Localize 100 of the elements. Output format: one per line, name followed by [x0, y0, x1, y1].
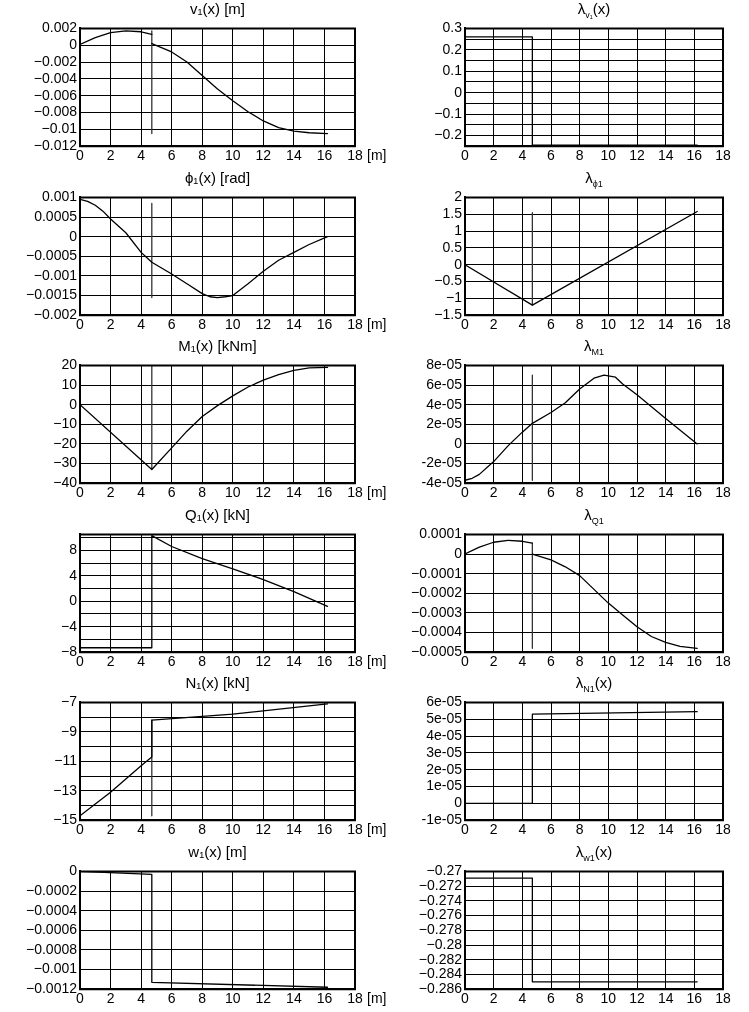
y-tick-label: −20 [53, 434, 78, 451]
x-tick-label: 4 [518, 989, 527, 1006]
y-tick-label: −0.272 [418, 876, 463, 893]
x-tick-label: 14 [657, 147, 674, 164]
y-tick-label: 4e-05 [426, 726, 463, 743]
chart-title: ϕ₁(x) [rad] [183, 168, 252, 186]
x-tick-label: 10 [224, 315, 241, 332]
x-tick-label: 12 [255, 484, 272, 501]
x-tick-label: 10 [600, 315, 617, 332]
y-tick-label: −0.002 [33, 52, 78, 69]
x-tick-label: 18 [347, 315, 363, 332]
x-tick-label: 16 [316, 315, 333, 332]
x-tick-label: 10 [600, 147, 617, 164]
chart-title: v₁(x) [m] [188, 0, 247, 17]
x-tick-label: 14 [286, 652, 302, 669]
x-tick-label: 8 [575, 484, 584, 501]
x-tick-label: 2 [106, 484, 115, 501]
x-tick-label: 8 [575, 989, 584, 1006]
x-tick-label: 14 [286, 484, 302, 501]
x-tick-label: 4 [518, 147, 527, 164]
y-tick-label: −0.0006 [26, 920, 78, 937]
x-tick-label: 12 [255, 821, 272, 838]
y-tick-label: −10 [53, 415, 78, 432]
x-tick-label: 10 [224, 652, 241, 669]
x-tick-label: 8 [198, 989, 207, 1006]
x-tick-label: 14 [657, 484, 674, 501]
chart-title: w₁(x) [m] [187, 842, 248, 860]
x-axis-title: [m] [367, 652, 387, 669]
x-tick-label: 16 [686, 315, 703, 332]
x-tick-label: 2 [106, 652, 115, 669]
y-tick-label: −0.0012 [26, 979, 78, 996]
x-tick-label: 12 [255, 147, 272, 164]
x-tick-label: 8 [198, 821, 207, 838]
x-tick-label: 8 [575, 315, 584, 332]
y-tick-label: 8e-05 [426, 356, 463, 373]
x-tick-label: 4 [137, 484, 146, 501]
y-tick-label: 8 [69, 540, 78, 557]
x-tick-label: 6 [167, 484, 176, 501]
x-tick-label: 4 [137, 315, 146, 332]
x-tick-label: 6 [167, 315, 176, 332]
y-tick-label: −0.001 [33, 959, 78, 976]
x-tick-label: 8 [575, 821, 584, 838]
y-tick-label: −4 [61, 617, 78, 634]
y-tick-label: 1.5 [442, 204, 463, 221]
y-tick-label: 1e-05 [426, 777, 463, 794]
x-tick-label: 18 [347, 652, 363, 669]
y-tick-label: 0 [69, 591, 78, 608]
x-tick-label: 14 [657, 989, 674, 1006]
y-tick-label: 0.0005 [34, 207, 78, 224]
y-tick-label: −11 [54, 752, 78, 769]
y-tick-label: -2e-05 [421, 454, 463, 471]
x-tick-label: 16 [686, 147, 703, 164]
x-axis-title: [m] [367, 484, 387, 501]
y-tick-label: −0.0015 [26, 285, 78, 302]
y-tick-label: −8 [61, 642, 78, 659]
x-tick-label: 18 [715, 821, 731, 838]
y-tick-label: −0.0003 [411, 603, 463, 620]
x-tick-label: 14 [286, 989, 302, 1006]
x-tick-label: 16 [316, 821, 333, 838]
y-tick-label: −0.284 [418, 964, 463, 981]
x-axis-title: [m] [367, 147, 387, 164]
y-tick-label: 20 [61, 356, 78, 373]
x-tick-label: 12 [255, 652, 272, 669]
x-tick-label: 10 [224, 821, 241, 838]
x-tick-label: 18 [347, 484, 363, 501]
x-tick-label: 2 [489, 315, 498, 332]
y-tick-label: −0.5 [434, 271, 463, 288]
y-tick-label: 0.3 [442, 19, 463, 36]
x-tick-label: 18 [347, 821, 363, 838]
x-tick-label: 16 [316, 652, 333, 669]
chart-title: λ$_{v₁}$(x) [576, 0, 612, 20]
x-tick-label: 4 [518, 484, 527, 501]
x-tick-label: 14 [286, 147, 302, 164]
y-tick-label: 1 [454, 221, 463, 238]
x-tick-label: 12 [629, 147, 645, 164]
x-tick-label: 18 [715, 652, 731, 669]
chart-title: M₁(x) [kNm] [177, 337, 258, 354]
x-tick-label: 10 [224, 147, 241, 164]
x-axis-title: [m] [367, 821, 387, 838]
y-tick-label: −0.0005 [26, 246, 78, 263]
chart-title: λ$_{M1}$ [583, 337, 605, 357]
x-tick-label: 6 [167, 989, 176, 1006]
y-tick-label: 0 [69, 36, 78, 53]
y-tick-label: 0 [69, 227, 78, 244]
x-tick-label: 6 [167, 147, 176, 164]
chart-title: Q₁(x) [kN] [183, 505, 252, 523]
x-tick-label: 6 [167, 652, 176, 669]
x-tick-label: 2 [106, 989, 115, 1006]
y-tick-label: −0.0004 [26, 901, 78, 918]
x-tick-label: 6 [547, 652, 556, 669]
y-tick-label: 0 [69, 861, 78, 878]
x-tick-label: 10 [224, 989, 241, 1006]
x-tick-label: 10 [600, 484, 617, 501]
x-tick-label: 10 [600, 989, 617, 1006]
x-tick-label: 14 [286, 821, 302, 838]
y-tick-label: 5e-05 [426, 710, 463, 727]
x-tick-label: 18 [347, 989, 363, 1006]
x-tick-label: 2 [106, 821, 115, 838]
y-tick-label: 0.002 [41, 19, 78, 36]
y-tick-label: 0.0001 [419, 524, 463, 541]
